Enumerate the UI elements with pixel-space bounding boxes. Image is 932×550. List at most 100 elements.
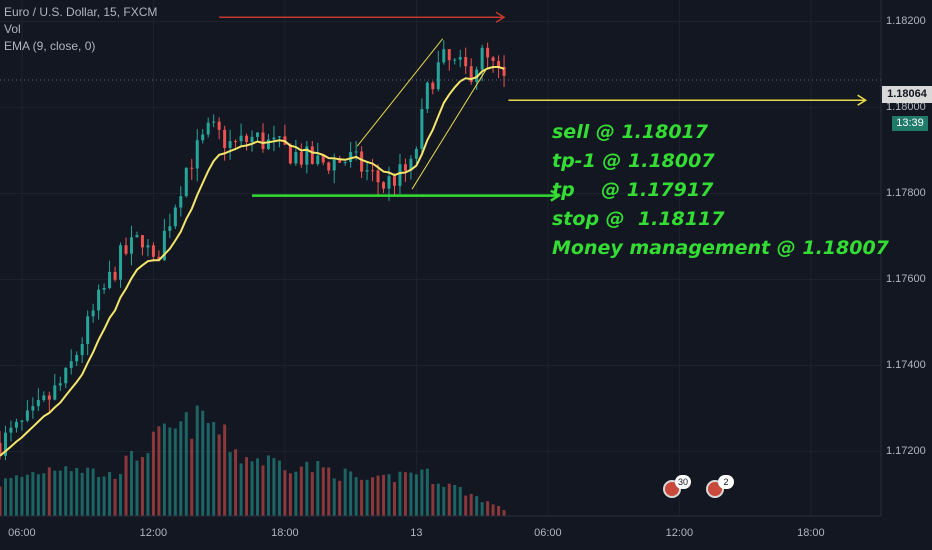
candle-body — [420, 109, 424, 149]
volume-bar — [140, 457, 144, 516]
candle-body — [458, 57, 462, 60]
candle-body — [0, 442, 2, 456]
volume-bar — [31, 472, 35, 516]
candle-body — [173, 207, 177, 227]
time-tick-label: 12:00 — [665, 527, 694, 539]
candle-body — [157, 256, 161, 261]
volume-bar — [36, 474, 40, 516]
bar-countdown-tag: 13:39 — [892, 116, 928, 131]
green-arrow-head — [550, 189, 562, 202]
candle-body — [387, 176, 391, 189]
candle-body — [228, 141, 232, 148]
candle-body — [53, 385, 57, 400]
candle-body — [354, 151, 358, 153]
volume-bar — [69, 471, 73, 516]
candle-body — [321, 155, 325, 163]
volume-bar — [184, 412, 188, 516]
volume-bar — [475, 496, 479, 516]
candle-body — [316, 155, 320, 164]
volume-bar — [338, 480, 342, 516]
candle-body — [480, 47, 484, 70]
volume-bar — [75, 467, 79, 516]
volume-bar — [277, 460, 281, 516]
candle-body — [332, 159, 336, 171]
candle-body — [256, 132, 260, 137]
volume-bar — [436, 483, 440, 516]
volume-bar — [316, 460, 320, 516]
volume-bar — [42, 473, 46, 516]
candle-body — [58, 383, 62, 386]
time-tick-label: 06:00 — [8, 527, 36, 539]
candle-body — [453, 59, 457, 61]
volume-bar — [245, 457, 249, 516]
time-tick-label: 12:00 — [139, 527, 168, 539]
volume-bar — [502, 510, 506, 516]
candle-body — [64, 367, 68, 384]
candle-body — [190, 167, 194, 169]
volume-bar — [195, 405, 199, 516]
volume-bar — [80, 472, 84, 516]
symbol-title[interactable]: Euro / U.S. Dollar, 15, FXCM — [4, 5, 158, 19]
volume-bar — [392, 482, 396, 516]
candle-body — [310, 146, 314, 164]
candle-body — [86, 316, 90, 345]
volume-bar — [453, 484, 457, 516]
candle-body — [371, 170, 375, 172]
candle-body — [464, 57, 468, 67]
event-count-badge: 30 — [675, 475, 691, 489]
yellow-arrow-head — [857, 94, 868, 106]
price-tick-label: 1.17800 — [886, 186, 926, 199]
volume-bar — [58, 470, 62, 516]
event-flag-icon[interactable]: 30 — [663, 475, 691, 498]
candle-body — [305, 146, 309, 165]
volume-bar — [321, 467, 325, 516]
event-flag-icon[interactable]: 2 — [706, 475, 734, 498]
trend-drawings — [0, 11, 881, 202]
candle-body — [442, 49, 446, 63]
volume-bar — [414, 474, 418, 516]
volume-bar — [250, 461, 254, 516]
time-tick-label: 18:00 — [271, 527, 299, 539]
volume-bar — [119, 474, 123, 516]
candle-body — [223, 129, 227, 148]
candle-body — [14, 421, 18, 428]
volume-bar — [420, 469, 424, 516]
volume-bar — [0, 486, 2, 516]
candle-body — [31, 406, 35, 411]
ema-indicator-label[interactable]: EMA (9, close, 0) — [4, 39, 96, 53]
volume-bar — [129, 451, 133, 516]
volume-bar — [173, 428, 177, 516]
volume-bar — [480, 502, 484, 516]
candle-body — [502, 66, 506, 76]
time-tick-label: 18:00 — [797, 527, 825, 539]
candle-body — [425, 82, 429, 110]
last-price-tag: 1.18064 — [882, 86, 932, 103]
volume-bar — [14, 475, 18, 516]
volume-bar — [283, 470, 287, 516]
candle-body — [299, 152, 303, 165]
candle-body — [113, 271, 117, 280]
candle-body — [25, 410, 29, 421]
annotation-tp: tp @ 1.17917 — [552, 179, 714, 201]
candle-body — [102, 288, 106, 290]
volume-bar — [108, 471, 112, 516]
trade-annotation[interactable]: sell @ 1.18017 tp-1 @ 1.18007 tp @ 1.179… — [552, 118, 889, 263]
candle-body — [376, 170, 380, 183]
candle-body — [80, 344, 84, 356]
volume-bar — [371, 477, 375, 516]
volume-bar — [53, 470, 57, 516]
volume-bar — [360, 479, 364, 516]
volume-bar — [47, 467, 51, 516]
candlesticks — [0, 40, 506, 461]
red-arrow-head — [495, 11, 506, 23]
volume-bar — [151, 431, 155, 516]
volume-bar — [299, 466, 303, 516]
price-tick-label: 1.17600 — [886, 272, 926, 285]
candle-body — [261, 132, 265, 149]
volume-indicator-label[interactable]: Vol — [4, 22, 21, 36]
volume-bar — [162, 423, 166, 516]
candle-body — [195, 140, 199, 169]
candle-body — [436, 62, 440, 90]
volume-bar — [113, 478, 117, 516]
